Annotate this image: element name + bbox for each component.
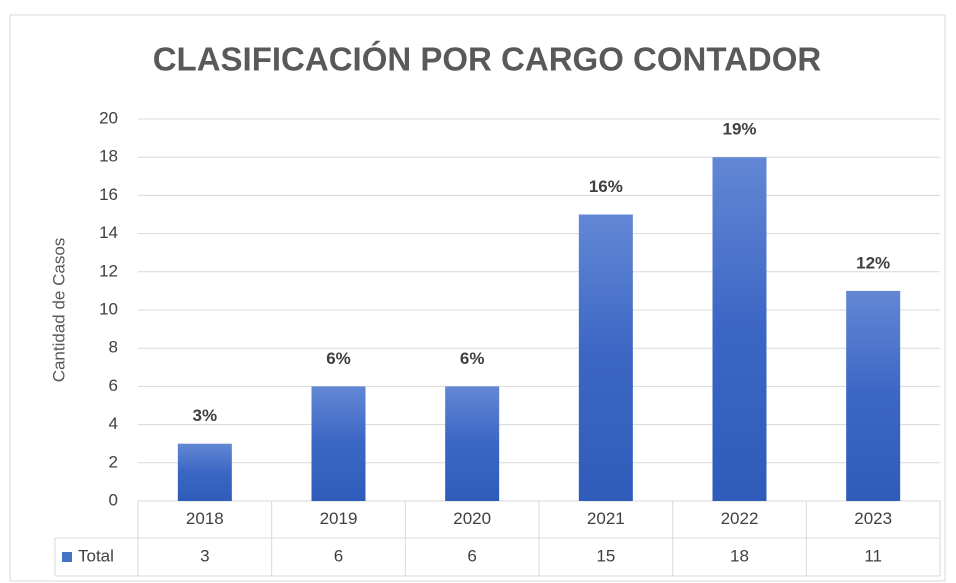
data-label: 12%	[856, 253, 890, 272]
table-value: 11	[864, 546, 882, 565]
y-tick-label: 12	[99, 261, 118, 280]
table-value: 6	[334, 546, 343, 565]
y-tick-label: 0	[109, 490, 118, 509]
bar	[177, 443, 232, 501]
bar	[578, 214, 633, 501]
chart-title: CLASIFICACIÓN POR CARGO CONTADOR	[153, 41, 822, 78]
data-label: 16%	[589, 177, 623, 196]
y-tick-label: 2	[109, 452, 118, 471]
x-tick-label: 2019	[320, 509, 358, 528]
x-tick-label: 2022	[721, 509, 759, 528]
y-tick-label: 8	[109, 338, 118, 357]
table-value: 15	[596, 546, 615, 565]
y-tick-label: 10	[99, 299, 118, 318]
y-tick-label: 16	[99, 185, 118, 204]
data-label: 19%	[722, 120, 756, 139]
table-value: 18	[730, 546, 749, 565]
data-label: 6%	[460, 349, 485, 368]
bar	[846, 290, 901, 501]
y-tick-label: 20	[99, 108, 118, 127]
y-tick-label: 6	[109, 376, 118, 395]
legend-label: Total	[78, 546, 114, 565]
x-tick-label: 2020	[453, 509, 491, 528]
y-tick-label: 4	[109, 414, 118, 433]
y-tick-label: 18	[99, 147, 118, 166]
x-tick-label: 2021	[587, 509, 625, 528]
bar	[445, 386, 500, 501]
bar	[311, 386, 366, 501]
legend-key	[62, 552, 72, 562]
bar	[712, 157, 767, 501]
data-label: 3%	[193, 406, 218, 425]
y-tick-label: 14	[99, 223, 118, 242]
y-axis-label: Cantidad de Casos	[49, 238, 68, 383]
table-value: 6	[467, 546, 476, 565]
x-tick-label: 2023	[854, 509, 892, 528]
table-value: 3	[200, 546, 209, 565]
x-tick-label: 2018	[186, 509, 224, 528]
data-label: 6%	[326, 349, 351, 368]
